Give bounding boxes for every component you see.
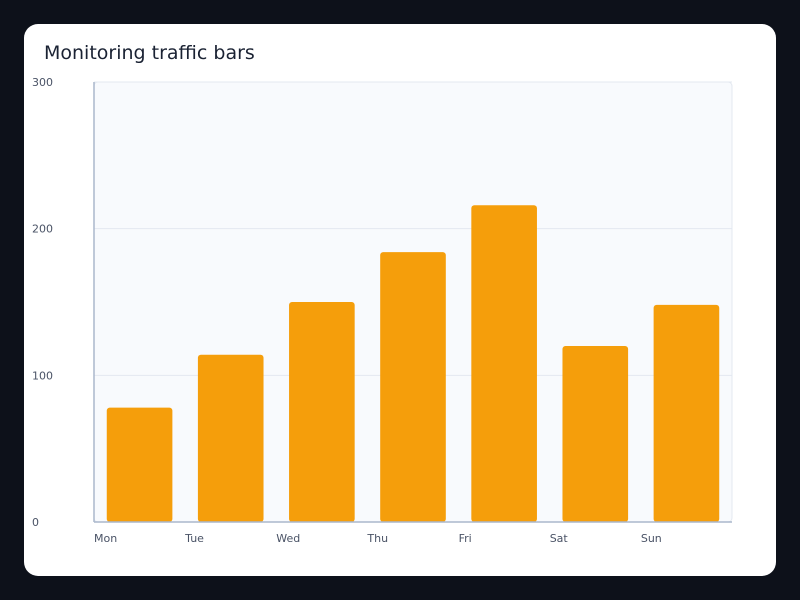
x-tick-label: Wed bbox=[276, 532, 300, 545]
y-tick-label: 300 bbox=[32, 76, 53, 89]
x-tick-label: Sun bbox=[641, 532, 662, 545]
bar-tue[interactable] bbox=[197, 354, 264, 522]
y-tick-labels: 0 100 200 300 bbox=[32, 76, 53, 529]
x-tick-labels: Mon Tue Wed Thu Fri Sat Sun bbox=[94, 532, 662, 545]
x-tick-label: Tue bbox=[184, 532, 204, 545]
chart-title: Monitoring traffic bars bbox=[44, 42, 255, 64]
x-tick-label: Thu bbox=[366, 532, 388, 545]
bar-fri[interactable] bbox=[471, 205, 537, 522]
bar-chart: 0 100 200 300 Mon Tue Wed Thu Fri Sat Sun bbox=[32, 76, 733, 545]
x-tick-label: Mon bbox=[94, 532, 117, 545]
bar-wed[interactable] bbox=[289, 302, 355, 522]
bars bbox=[106, 205, 720, 522]
bar-mon[interactable] bbox=[106, 407, 173, 522]
y-tick-label: 200 bbox=[32, 223, 53, 236]
x-tick-label: Sat bbox=[550, 532, 569, 545]
y-tick-label: 0 bbox=[32, 516, 39, 529]
x-tick-label: Fri bbox=[459, 532, 472, 545]
y-tick-label: 100 bbox=[32, 369, 53, 382]
bar-sun[interactable] bbox=[653, 304, 720, 522]
chart-card: Monitoring traffic bars 0 100 200 300 Mon Tu… bbox=[24, 24, 776, 576]
bar-sat[interactable] bbox=[562, 346, 629, 522]
bar-thu[interactable] bbox=[380, 252, 446, 522]
